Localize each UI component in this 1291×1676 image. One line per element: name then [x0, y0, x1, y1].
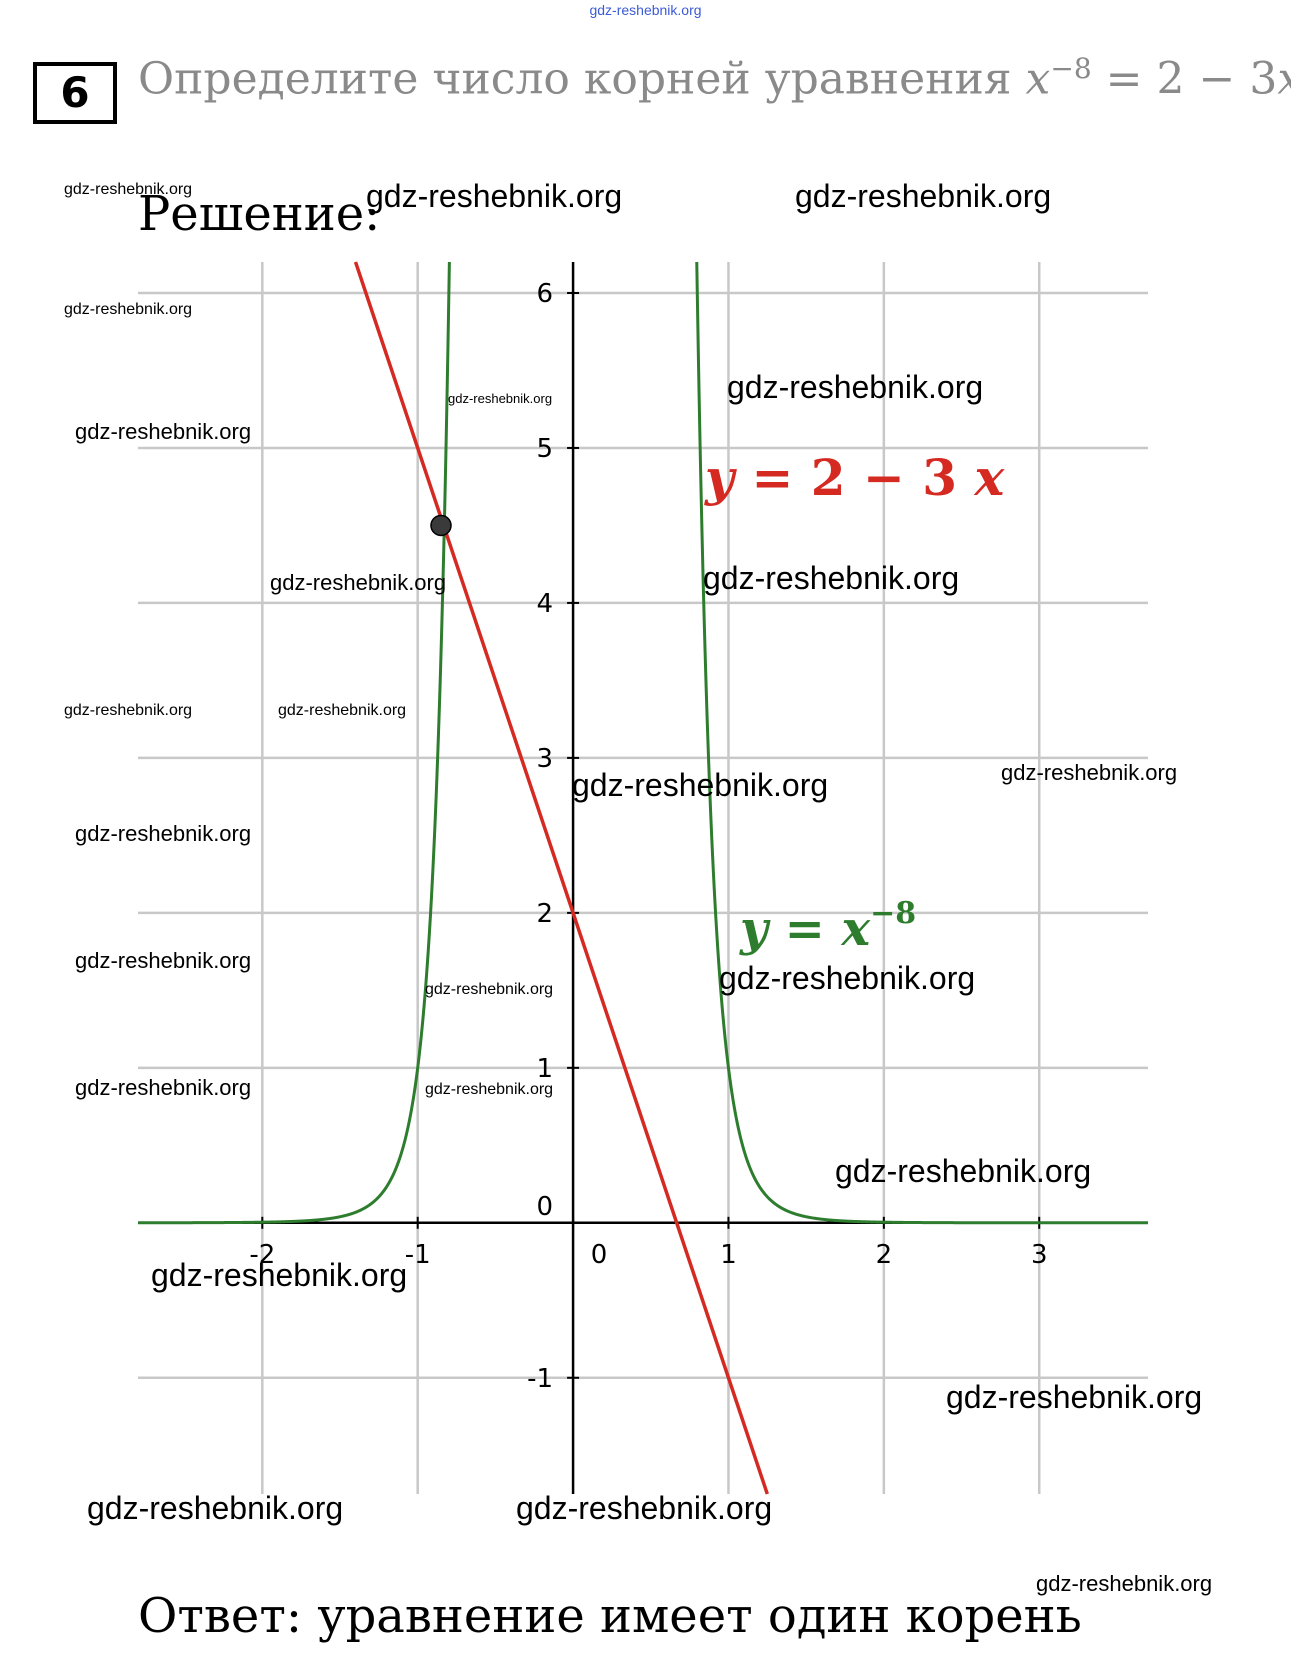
- tick-labels: -2 -1 0 1 2 3 -1 0 1 2 3 4 5 6: [249, 279, 1047, 1394]
- task-text-prefix: Определите число корней уравнения: [138, 53, 1026, 105]
- watermark: gdz-reshebnik.org: [75, 821, 252, 846]
- label-y: y: [739, 901, 771, 957]
- x-tick-label: 1: [720, 1240, 737, 1270]
- task-statement: Определите число корней уравнения x−8 = …: [138, 52, 1291, 105]
- x-tick-label: -2: [249, 1240, 275, 1270]
- series-line-power-left: [138, 261, 451, 1225]
- task-eq-rest: = 2 − 3: [1091, 53, 1278, 105]
- label-rhs: =: [768, 901, 842, 957]
- label-x: x: [841, 901, 872, 957]
- x-tick-label: -1: [405, 1240, 431, 1270]
- watermark: gdz-reshebnik.org: [425, 1081, 554, 1098]
- intersection-point: [430, 514, 452, 537]
- watermark: gdz-reshebnik.org: [946, 1379, 1203, 1415]
- label-rhs: = 2 − 3: [734, 448, 974, 507]
- y-tick-label: 2: [537, 899, 554, 929]
- line-equation-label: y = 2 − 3 x: [704, 448, 1005, 507]
- y-tick-label: -1: [527, 1364, 553, 1394]
- task-eq-var: x: [1277, 54, 1291, 105]
- answer-text: Ответ: уравнение имеет один корень: [138, 1588, 1082, 1644]
- equation-labels: y = 2 − 3 xy = x−8: [704, 448, 1005, 957]
- watermark: gdz-reshebnik.org: [64, 702, 193, 719]
- y-tick-label: 1: [537, 1054, 554, 1084]
- x-tick-label: 0: [591, 1240, 608, 1270]
- site-header[interactable]: gdz-reshebnik.org: [589, 2, 702, 18]
- label-exponent: −8: [870, 896, 916, 931]
- label-y: y: [704, 448, 737, 507]
- watermark: gdz-reshebnik.org: [703, 560, 960, 596]
- watermark: gdz-reshebnik.org: [448, 391, 553, 406]
- watermark: gdz-reshebnik.org: [87, 1490, 344, 1526]
- watermark: gdz-reshebnik.org: [75, 1075, 252, 1100]
- watermark: gdz-reshebnik.org: [795, 178, 1052, 214]
- power-equation-label: y = x−8: [739, 896, 916, 957]
- task-number: 6: [33, 62, 117, 124]
- watermark: gdz-reshebnik.org: [270, 570, 447, 595]
- watermark: gdz-reshebnik.org: [719, 960, 976, 996]
- grid: [138, 262, 1148, 1494]
- curves: [138, 261, 1148, 1495]
- watermark: gdz-reshebnik.org: [727, 369, 984, 405]
- y-tick-label: 6: [537, 279, 554, 309]
- y-tick-label: 4: [537, 589, 554, 619]
- watermark: gdz-reshebnik.org: [75, 948, 252, 973]
- task-eq-exponent: −8: [1050, 52, 1092, 85]
- watermark: gdz-reshebnik.org: [64, 301, 193, 318]
- y-tick-label: 0: [537, 1192, 554, 1222]
- x-tick-label: 3: [1031, 1240, 1048, 1270]
- watermark: gdz-reshebnik.org: [516, 1490, 773, 1526]
- watermark: gdz-reshebnik.org: [1001, 760, 1178, 785]
- watermark: gdz-reshebnik.org: [572, 767, 829, 803]
- solution-title: Решение:: [138, 186, 381, 242]
- y-tick-label: 3: [537, 744, 554, 774]
- watermark: gdz-reshebnik.org: [366, 178, 623, 214]
- series-line-power-right: [695, 261, 1148, 1225]
- watermark: gdz-reshebnik.org: [425, 981, 554, 998]
- watermark: gdz-reshebnik.org: [64, 181, 193, 198]
- watermark: gdz-reshebnik.org: [278, 702, 407, 719]
- watermark: gdz-reshebnik.org: [835, 1153, 1092, 1189]
- watermark: gdz-reshebnik.org: [151, 1257, 408, 1293]
- watermark: gdz-reshebnik.org: [75, 419, 252, 444]
- y-tick-label: 5: [537, 434, 554, 464]
- x-tick-label: 2: [876, 1240, 893, 1270]
- task-eq-base: x: [1025, 53, 1051, 105]
- watermark: gdz-reshebnik.org: [1036, 1571, 1213, 1596]
- series-line-linear: [353, 261, 769, 1495]
- label-x: x: [973, 448, 1005, 507]
